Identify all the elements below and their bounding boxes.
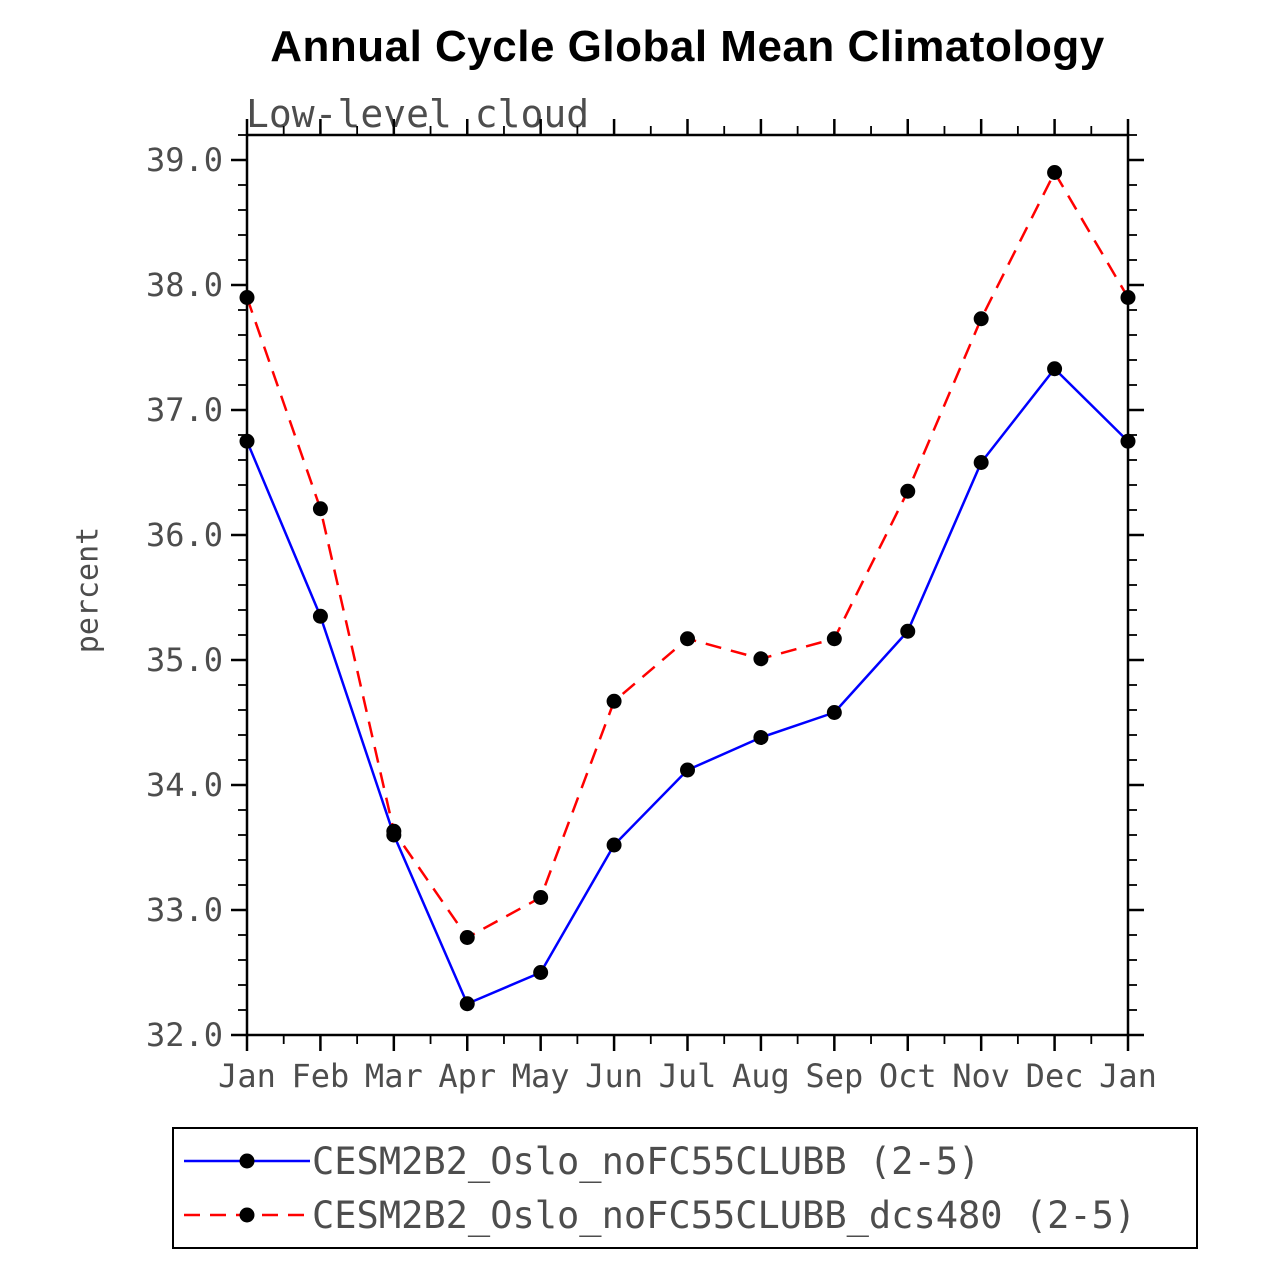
data-point-marker bbox=[386, 823, 402, 839]
data-point-marker bbox=[826, 705, 842, 720]
x-tick-label: Jun bbox=[585, 1057, 643, 1095]
legend-label: CESM2B2_Oslo_noFC55CLUBB_dcs480 (2-5) bbox=[312, 1193, 1137, 1237]
legend-line-sample-dashed bbox=[184, 1207, 310, 1223]
x-tick-label: Feb bbox=[292, 1057, 350, 1095]
data-point-marker bbox=[1120, 433, 1136, 449]
x-tick-label: Nov bbox=[952, 1057, 1010, 1095]
y-tick-label: 39.0 bbox=[146, 141, 223, 179]
data-point-marker bbox=[1047, 361, 1063, 377]
data-point-marker bbox=[680, 631, 695, 647]
data-point-marker bbox=[606, 693, 622, 709]
y-tick-label: 34.0 bbox=[146, 766, 223, 804]
data-point-marker bbox=[680, 762, 695, 778]
x-tick-label: Aug bbox=[732, 1057, 790, 1095]
data-point-marker bbox=[312, 608, 328, 624]
x-tick-label: Jan bbox=[1099, 1057, 1157, 1095]
legend-label: CESM2B2_Oslo_noFC55CLUBB (2-5) bbox=[312, 1139, 981, 1183]
data-point-marker bbox=[900, 483, 916, 499]
x-tick-label: Jul bbox=[659, 1057, 717, 1095]
data-point-marker bbox=[459, 996, 475, 1012]
x-tick-label: Jan bbox=[218, 1057, 276, 1095]
y-tick-label: 32.0 bbox=[146, 1016, 223, 1054]
y-tick-label: 35.0 bbox=[146, 641, 223, 679]
data-point-marker bbox=[900, 623, 916, 639]
y-tick-label: 33.0 bbox=[146, 891, 223, 929]
data-point-marker bbox=[606, 837, 622, 853]
data-point-marker bbox=[973, 311, 989, 327]
data-point-marker bbox=[239, 290, 255, 305]
data-point-marker bbox=[533, 965, 549, 980]
data-point-marker bbox=[312, 501, 328, 517]
x-tick-label: Apr bbox=[438, 1057, 496, 1095]
series-line-1 bbox=[245, 171, 1130, 939]
data-point-marker bbox=[753, 730, 769, 745]
x-tick-label: Mar bbox=[365, 1057, 423, 1095]
data-point-marker bbox=[973, 455, 989, 470]
x-tick-label: Dec bbox=[1026, 1057, 1084, 1095]
chart-legend: CESM2B2_Oslo_noFC55CLUBB (2-5) CESM2B2_O… bbox=[172, 1127, 1198, 1249]
chart-title: Annual Cycle Global Mean Climatology bbox=[270, 22, 1105, 71]
x-tick-label: May bbox=[512, 1057, 570, 1095]
data-point-marker bbox=[459, 930, 475, 945]
legend-line-sample-solid bbox=[184, 1153, 310, 1169]
chart-subtitle: Low-level cloud bbox=[246, 92, 590, 136]
legend-item: CESM2B2_Oslo_noFC55CLUBB (2-5) bbox=[182, 1139, 1196, 1183]
y-tick-label: 37.0 bbox=[146, 391, 223, 429]
x-tick-label: Sep bbox=[805, 1057, 863, 1095]
y-tick-label: 36.0 bbox=[146, 516, 223, 554]
legend-item: CESM2B2_Oslo_noFC55CLUBB_dcs480 (2-5) bbox=[182, 1193, 1196, 1237]
data-point-marker bbox=[1120, 290, 1136, 305]
series-line-0 bbox=[245, 367, 1129, 1005]
data-point-marker bbox=[753, 651, 769, 667]
y-tick-label: 38.0 bbox=[146, 266, 223, 304]
data-point-marker bbox=[239, 433, 255, 449]
data-point-marker bbox=[1047, 165, 1063, 180]
data-point-marker bbox=[533, 890, 549, 905]
x-tick-label: Oct bbox=[879, 1057, 937, 1095]
data-point-marker bbox=[826, 631, 842, 647]
